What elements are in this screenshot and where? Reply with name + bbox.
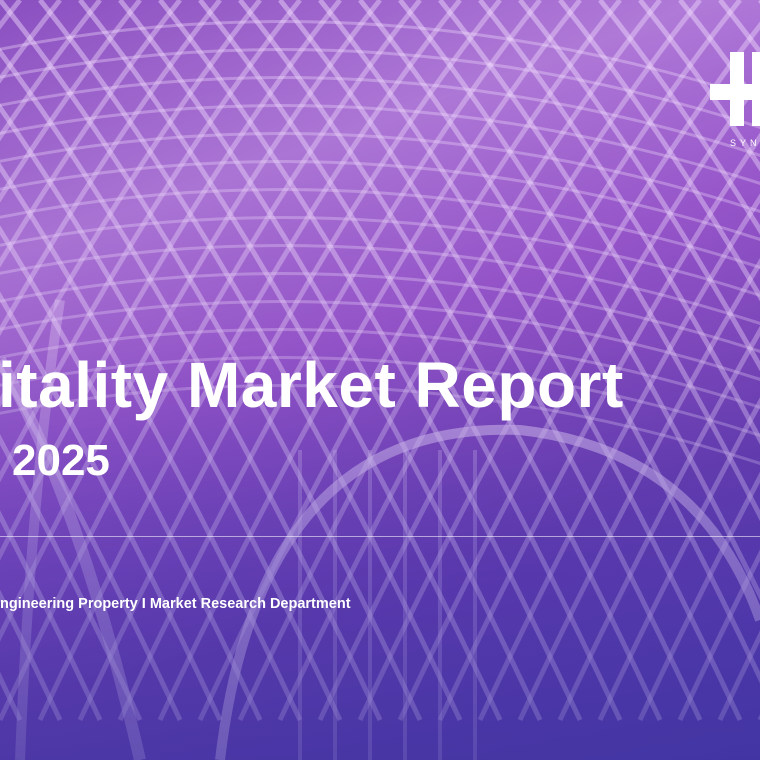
report-subtitle: ngineering Property I Market Research De…	[0, 596, 351, 612]
logo-text: SYN	[730, 138, 760, 148]
report-title: itality Market Report	[0, 349, 624, 421]
divider	[0, 536, 760, 537]
company-logo	[700, 52, 760, 132]
report-year: 2025	[12, 436, 110, 485]
